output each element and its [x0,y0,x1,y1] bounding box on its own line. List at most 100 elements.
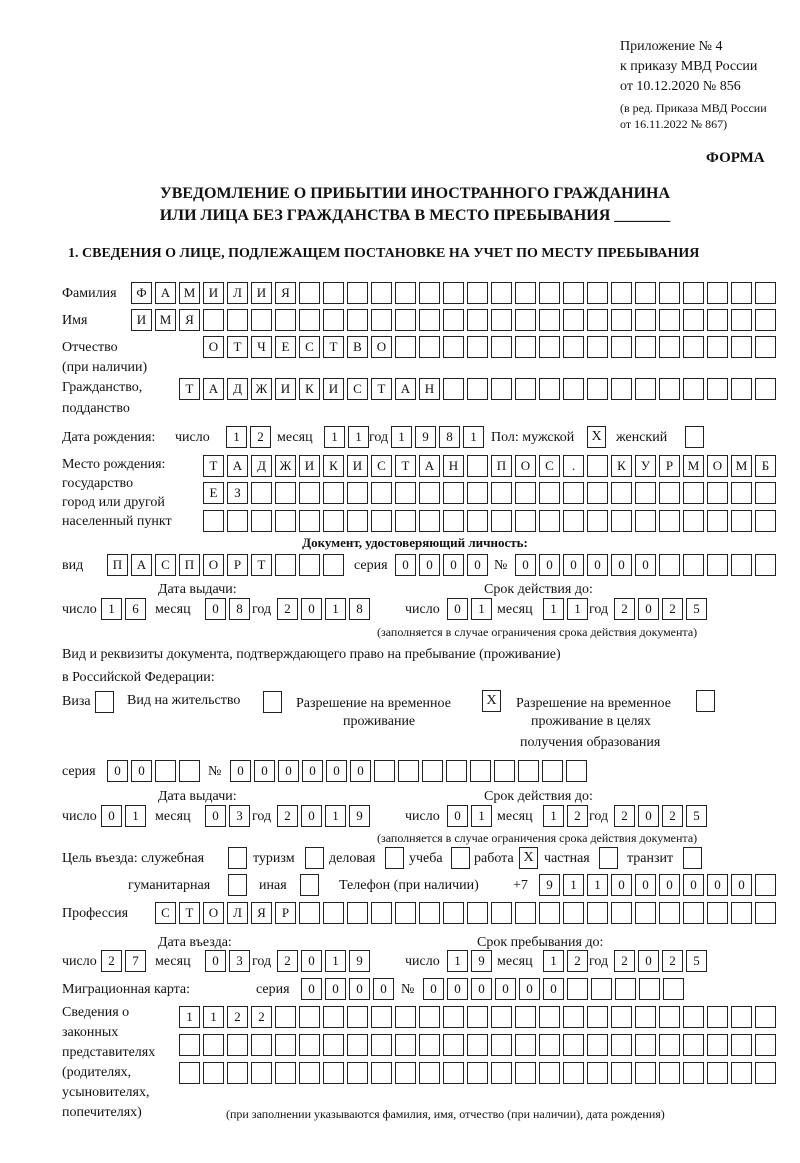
char-box[interactable]: 5 [686,950,707,972]
char-box[interactable]: И [275,378,296,400]
char-box[interactable] [323,1062,344,1084]
char-box[interactable] [731,1062,752,1084]
char-box[interactable]: М [731,455,752,477]
char-box[interactable]: 0 [423,978,444,1000]
char-box[interactable]: 0 [443,554,464,576]
char-box[interactable] [371,1006,392,1028]
char-box[interactable] [563,1006,584,1028]
char-box[interactable] [323,482,344,504]
char-box[interactable]: И [323,378,344,400]
char-box[interactable]: 0 [302,760,323,782]
char-box[interactable] [731,510,752,532]
char-box[interactable] [467,336,488,358]
char-box[interactable]: Е [203,482,224,504]
char-box[interactable]: О [707,455,728,477]
char-box[interactable] [659,378,680,400]
char-box[interactable]: 0 [635,874,656,896]
char-box[interactable]: 2 [277,805,298,827]
char-box[interactable] [755,1034,776,1056]
male-checkbox[interactable]: X [587,426,606,448]
char-box[interactable] [611,309,632,331]
char-box[interactable]: 0 [707,874,728,896]
char-box[interactable]: 0 [325,978,346,1000]
char-box[interactable] [491,902,512,924]
char-box[interactable] [491,309,512,331]
char-box[interactable]: 0 [635,554,656,576]
char-box[interactable] [683,1034,704,1056]
char-box[interactable]: 0 [301,950,322,972]
char-box[interactable] [539,1006,560,1028]
char-box[interactable]: А [203,378,224,400]
char-box[interactable] [611,336,632,358]
char-box[interactable]: 0 [101,805,122,827]
char-box[interactable]: Т [179,902,200,924]
char-box[interactable]: 7 [125,950,146,972]
char-box[interactable] [539,378,560,400]
char-box[interactable] [275,554,296,576]
char-box[interactable]: 2 [227,1006,248,1028]
char-box[interactable] [515,282,536,304]
char-box[interactable] [731,309,752,331]
char-box[interactable] [443,282,464,304]
char-box[interactable]: 1 [391,426,412,448]
char-box[interactable]: 0 [326,760,347,782]
char-box[interactable] [419,336,440,358]
char-box[interactable]: 2 [277,598,298,620]
char-box[interactable]: Ч [251,336,272,358]
char-box[interactable]: И [251,282,272,304]
char-box[interactable] [683,1062,704,1084]
char-box[interactable]: Т [371,378,392,400]
char-box[interactable] [395,1006,416,1028]
char-box[interactable]: 2 [101,950,122,972]
char-box[interactable] [395,1034,416,1056]
char-box[interactable] [518,760,539,782]
char-box[interactable]: 0 [447,805,468,827]
char-box[interactable]: 0 [611,554,632,576]
char-box[interactable] [731,336,752,358]
char-box[interactable] [683,482,704,504]
char-box[interactable]: С [347,378,368,400]
char-box[interactable] [443,309,464,331]
birthplace-field-3[interactable] [203,510,779,532]
char-box[interactable]: 1 [563,874,584,896]
char-box[interactable] [419,1034,440,1056]
char-box[interactable] [707,902,728,924]
char-box[interactable]: 2 [662,598,683,620]
char-box[interactable] [542,760,563,782]
char-box[interactable]: А [131,554,152,576]
char-box[interactable] [731,554,752,576]
char-box[interactable]: 1 [543,950,564,972]
char-box[interactable]: И [299,455,320,477]
char-box[interactable] [395,482,416,504]
char-box[interactable]: 2 [662,805,683,827]
char-box[interactable] [731,1006,752,1028]
char-box[interactable]: 0 [230,760,251,782]
char-box[interactable]: 2 [567,805,588,827]
char-box[interactable] [395,282,416,304]
char-box[interactable] [587,455,608,477]
char-box[interactable]: 9 [349,805,370,827]
char-box[interactable]: О [203,554,224,576]
char-box[interactable]: 0 [731,874,752,896]
char-box[interactable]: 3 [229,950,250,972]
char-box[interactable] [563,510,584,532]
purpose-other-checkbox[interactable] [300,874,319,896]
char-box[interactable]: 0 [467,554,488,576]
char-box[interactable] [515,309,536,331]
purpose-tourism-checkbox[interactable] [305,847,324,869]
char-box[interactable]: 5 [686,598,707,620]
char-box[interactable] [755,309,776,331]
char-box[interactable] [443,510,464,532]
char-box[interactable] [683,336,704,358]
char-box[interactable] [611,1034,632,1056]
char-box[interactable] [347,1062,368,1084]
char-box[interactable]: 0 [107,760,128,782]
